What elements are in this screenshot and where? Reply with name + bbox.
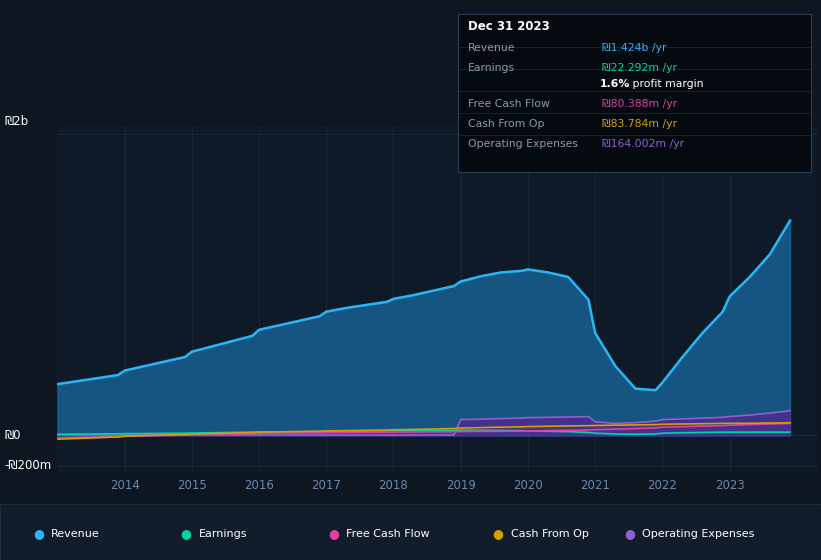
Text: Dec 31 2023: Dec 31 2023 [468,20,550,32]
Text: Revenue: Revenue [51,529,99,539]
Text: ●: ● [33,527,44,540]
Text: ₪83.784m /yr: ₪83.784m /yr [602,119,677,129]
Text: profit margin: profit margin [629,80,704,90]
Text: ●: ● [181,527,191,540]
Text: Operating Expenses: Operating Expenses [468,139,578,149]
Text: Free Cash Flow: Free Cash Flow [468,99,550,109]
Text: -₪200m: -₪200m [4,459,52,472]
Text: Cash From Op: Cash From Op [468,119,544,129]
Text: Revenue: Revenue [468,43,516,53]
Text: ●: ● [328,527,339,540]
Text: Earnings: Earnings [468,63,515,73]
Text: ₪2b: ₪2b [4,115,28,128]
Text: ●: ● [493,527,503,540]
Text: ₪1.424b /yr: ₪1.424b /yr [602,43,667,53]
Text: Earnings: Earnings [199,529,247,539]
Text: ₪164.002m /yr: ₪164.002m /yr [602,139,684,149]
Text: Free Cash Flow: Free Cash Flow [346,529,430,539]
Text: ●: ● [624,527,635,540]
Text: Cash From Op: Cash From Op [511,529,589,539]
Text: ₪80.388m /yr: ₪80.388m /yr [602,99,677,109]
Text: ₪0: ₪0 [4,429,21,442]
Text: Operating Expenses: Operating Expenses [642,529,754,539]
Text: 1.6%: 1.6% [599,80,630,90]
Text: ₪22.292m /yr: ₪22.292m /yr [602,63,677,73]
